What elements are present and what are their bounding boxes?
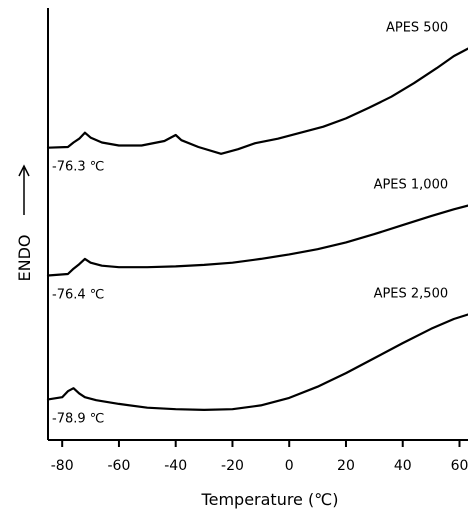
glass-transition-label: -78.9 ℃ [52, 411, 104, 426]
series-line [46, 47, 468, 155]
x-tick-label: -60 [108, 458, 131, 474]
x-tick-label: -40 [164, 458, 187, 474]
x-ticks: -80 -60 -40 -20 0 20 40 60 [51, 440, 468, 474]
x-tick-label: -20 [221, 458, 244, 474]
series-line [46, 313, 468, 411]
x-axis-title: Temperature (℃) [201, 490, 339, 509]
x-tick-label: 20 [337, 458, 355, 474]
x-tick-label: 0 [285, 458, 294, 474]
endo-arrow-head [18, 164, 30, 177]
y-axis-title-group: ENDO [15, 164, 34, 282]
x-tick-label: -80 [51, 458, 74, 474]
curves [46, 47, 468, 411]
glass-transition-label: -76.3 ℃ [52, 160, 104, 175]
x-tick-label: 60 [451, 458, 468, 474]
y-axis-title: ENDO [15, 235, 34, 282]
curve-labels: APES 500 -76.3 ℃ APES 1,000 -76.4 ℃ APES 2,5… [52, 21, 448, 427]
series-name-label: APES 2,500 [374, 287, 449, 302]
series-line [46, 204, 468, 277]
glass-transition-label: -76.4 ℃ [52, 288, 104, 303]
series-name-label: APES 1,000 [374, 178, 449, 193]
series-name-label: APES 500 [386, 21, 448, 36]
x-tick-label: 40 [394, 458, 412, 474]
